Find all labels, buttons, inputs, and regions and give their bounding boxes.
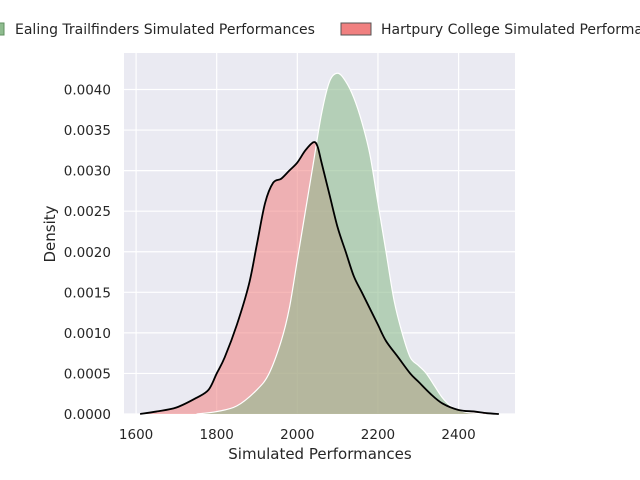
y-tick-label: 0.0005 <box>64 366 111 382</box>
legend-label-ealing: Ealing Trailfinders Simulated Performanc… <box>15 22 315 38</box>
y-tick-label: 0.0015 <box>64 285 111 301</box>
legend-label-hartpury: Hartpury College Simulated Performances <box>381 22 640 38</box>
y-tick-label: 0.0040 <box>64 83 111 99</box>
x-tick-label: 2400 <box>441 427 475 443</box>
y-axis-label: Density <box>41 205 59 262</box>
y-tick-label: 0.0030 <box>64 164 111 180</box>
x-tick-label: 1600 <box>119 427 153 443</box>
axis-ticks: 1600 1800 2000 2200 2400 0.0000 0.0005 0.0010 0.… <box>64 83 476 443</box>
y-tick-label: 0.0025 <box>64 204 111 220</box>
density-series <box>139 72 499 415</box>
legend-swatch-hartpury <box>340 22 372 36</box>
x-axis-label: Simulated Performances <box>228 445 412 463</box>
ealing-density-area <box>196 73 483 414</box>
y-tick-label: 0.0010 <box>64 326 111 342</box>
legend-swatch-ealing <box>0 22 5 36</box>
x-tick-label: 1800 <box>200 427 234 443</box>
hartpury-density-line <box>139 141 499 415</box>
legend: Ealing Trailfinders Simulated Performanc… <box>0 22 640 38</box>
ealing-density-line <box>196 72 483 415</box>
y-tick-label: 0.0020 <box>64 245 111 261</box>
x-tick-label: 2000 <box>280 427 314 443</box>
x-tick-label: 2200 <box>361 427 395 443</box>
y-tick-label: 0.0035 <box>64 123 111 139</box>
y-tick-label: 0.0000 <box>64 407 111 423</box>
